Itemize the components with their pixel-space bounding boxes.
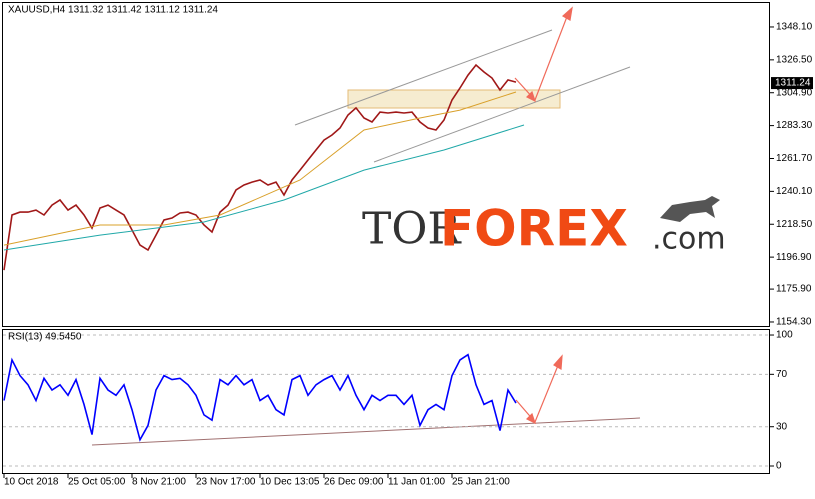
arrow-head <box>553 354 563 370</box>
x-tick-label: 10 Oct 2018 <box>4 477 59 488</box>
y-tick-label: 1348.10 <box>776 22 813 33</box>
last-price-box <box>771 77 813 90</box>
price-line <box>3 353 517 442</box>
y-tick-label: 1326.50 <box>776 54 813 65</box>
channel-line <box>373 66 631 163</box>
x-tick-label: 23 Nov 17:00 <box>196 477 256 488</box>
x-tick-label: 25 Jan 21:00 <box>452 477 510 488</box>
logo-prefix: TOR <box>362 204 462 255</box>
x-tick-label: 26 Dec 09:00 <box>324 477 384 488</box>
logo-main: FOREX <box>440 200 628 258</box>
x-tick-label: 8 Nov 21:00 <box>132 477 186 488</box>
rsi-panel <box>2 329 770 474</box>
series-line <box>3 91 517 246</box>
y-tick-label: 1175.90 <box>776 284 812 295</box>
rsi-title: RSI(13) 49.5450 <box>8 332 82 343</box>
y-tick-label: 1261.70 <box>776 153 813 164</box>
plots <box>3 63 769 467</box>
series-line <box>3 124 525 251</box>
forecast-arrows <box>514 6 573 425</box>
watermark: TOR FOREX .com <box>362 196 726 258</box>
x-tick-label: 25 Oct 05:00 <box>68 477 126 488</box>
x-tick-label: 10 Dec 13:05 <box>260 477 320 488</box>
logo-bull <box>660 196 720 222</box>
y-tick-label: 1218.50 <box>776 219 813 230</box>
chart-title: XAUUSD,H4 1311.32 1311.42 1311.12 1311.2… <box>8 5 218 16</box>
y-tick-label: 1240.10 <box>776 186 813 197</box>
price-panel <box>2 2 770 327</box>
price-line <box>3 63 517 271</box>
y-tick-label: 30 <box>776 421 788 432</box>
arrow-head <box>561 6 573 21</box>
y-tick-label: 70 <box>776 369 788 380</box>
y-tick-label: 1154.30 <box>776 317 812 328</box>
last-price-label: 1311.24 <box>775 78 811 89</box>
y-tick-label: 1283.30 <box>776 120 813 131</box>
rsi-trend-line <box>91 417 641 446</box>
arrow-head <box>525 90 537 103</box>
channel-line <box>294 29 553 126</box>
y-tick-label: 1196.90 <box>776 252 812 263</box>
arrow-head <box>525 412 537 425</box>
y-tick-label: 0 <box>776 461 782 472</box>
y-tick-label: 1304.90 <box>776 87 813 98</box>
y-tick-label: 100 <box>776 330 793 341</box>
x-tick-label: 11 Jan 01:00 <box>388 477 446 488</box>
logo-suffix: .com <box>652 222 726 257</box>
